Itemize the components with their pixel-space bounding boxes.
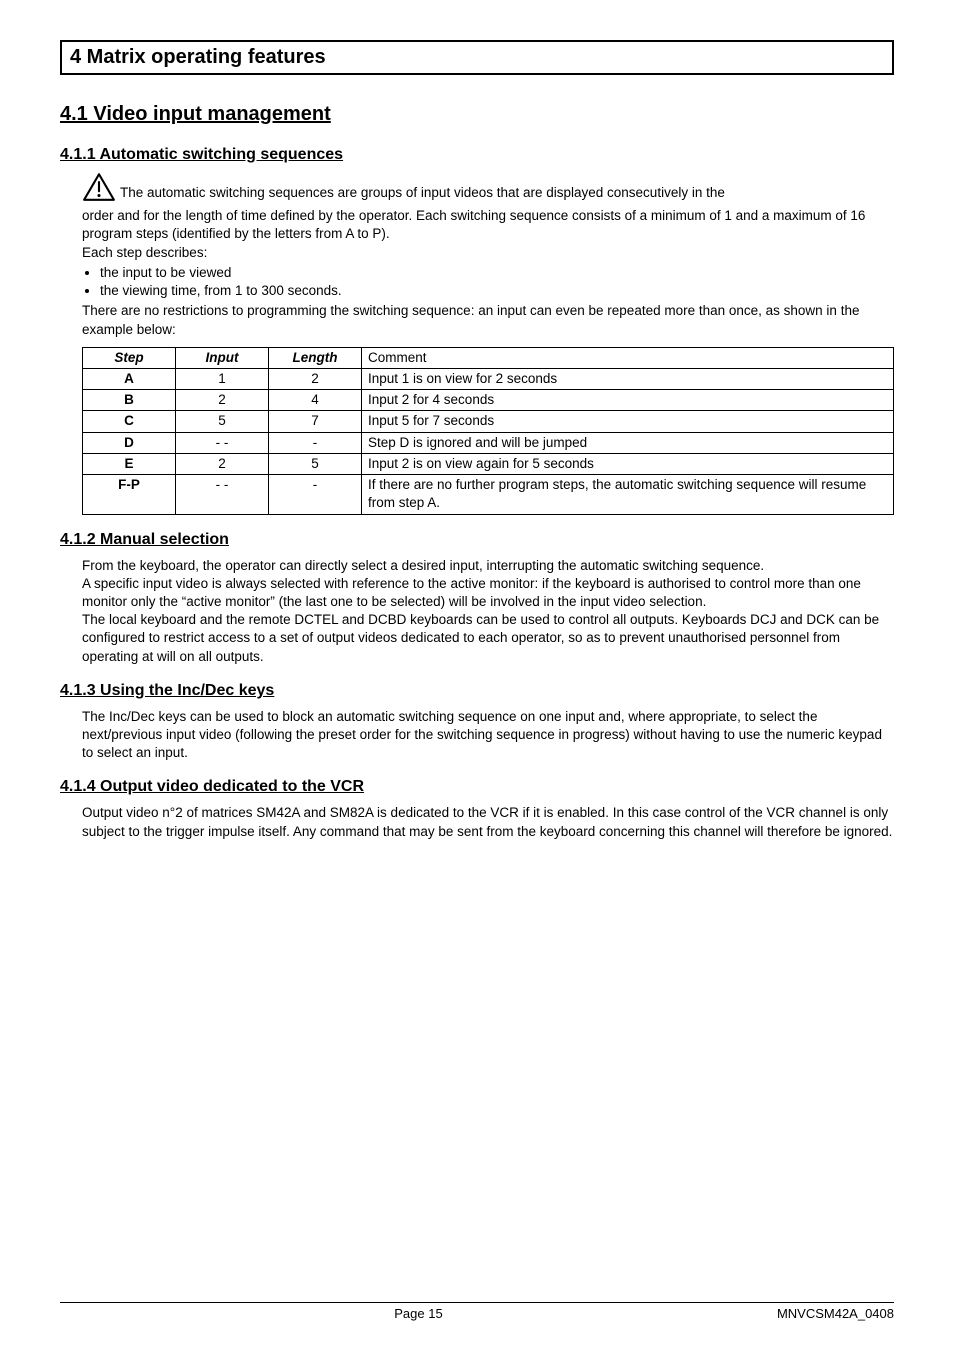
th-input: Input (206, 350, 239, 365)
cell-length: 7 (269, 411, 362, 432)
cell-length: - (269, 475, 362, 514)
table-row: F-P - - - If there are no further progra… (83, 475, 894, 514)
cell-length: 2 (269, 368, 362, 389)
block-412: From the keyboard, the operator can dire… (82, 557, 894, 666)
cell-comment: If there are no further program steps, t… (362, 475, 894, 514)
cell-comment: Input 2 for 4 seconds (362, 390, 894, 411)
cell-comment: Input 5 for 7 seconds (362, 411, 894, 432)
page-footer: Page 15 MNVCSM42A_0408 (60, 1302, 894, 1321)
th-comment: Comment (362, 347, 894, 368)
section-title: 4 Matrix operating features (70, 46, 884, 69)
cell-step: C (83, 411, 176, 432)
heading-412: 4.1.2 Manual selection (60, 531, 894, 549)
th-step: Step (114, 350, 143, 365)
cell-comment: Input 2 is on view again for 5 seconds (362, 453, 894, 474)
table-row: E 2 5 Input 2 is on view again for 5 sec… (83, 453, 894, 474)
p412-2: A specific input video is always selecte… (82, 575, 894, 611)
table-row: A 1 2 Input 1 is on view for 2 seconds (83, 368, 894, 389)
bullet-item: the input to be viewed (100, 264, 894, 282)
table-row: D - - - Step D is ignored and will be ju… (83, 432, 894, 453)
subsection-title: 4.1 Video input management (60, 103, 894, 126)
heading-411: 4.1.1 Automatic switching sequences (60, 146, 894, 164)
cell-length: 5 (269, 453, 362, 474)
p412-1: From the keyboard, the operator can dire… (82, 557, 894, 575)
heading-414: 4.1.4 Output video dedicated to the VCR (60, 778, 894, 796)
cell-step: D (83, 432, 176, 453)
block-413: The Inc/Dec keys can be used to block an… (82, 708, 894, 763)
cell-step: E (83, 453, 176, 474)
bullet-item: the viewing time, from 1 to 300 seconds. (100, 282, 894, 300)
page: 4 Matrix operating features 4.1 Video in… (0, 0, 954, 1351)
cell-input: 2 (176, 453, 269, 474)
warn-first-line: The automatic switching sequences are gr… (120, 172, 725, 202)
cell-input: 2 (176, 390, 269, 411)
p414-1: Output video n°2 of matrices SM42A and S… (82, 804, 894, 840)
p411-2: Each step describes: (82, 244, 894, 262)
table-header-row: Step Input Length Comment (83, 347, 894, 368)
heading-413: 4.1.3 Using the Inc/Dec keys (60, 682, 894, 700)
cell-step: B (83, 390, 176, 411)
bullet-list-411: the input to be viewed the viewing time,… (86, 264, 894, 300)
footer-doc: MNVCSM42A_0408 (777, 1306, 894, 1321)
cell-input: - - (176, 475, 269, 514)
cell-input: 1 (176, 368, 269, 389)
cell-comment: Input 1 is on view for 2 seconds (362, 368, 894, 389)
p413-1: The Inc/Dec keys can be used to block an… (82, 708, 894, 763)
table-row: C 5 7 Input 5 for 7 seconds (83, 411, 894, 432)
cell-step: F-P (83, 475, 176, 514)
p411-rest: order and for the length of time defined… (82, 207, 894, 243)
p411-3: There are no restrictions to programming… (82, 302, 894, 338)
warning-row: The automatic switching sequences are gr… (82, 172, 894, 207)
footer-page: Page 15 (394, 1306, 442, 1321)
cell-input: 5 (176, 411, 269, 432)
warning-triangle-icon (82, 172, 120, 207)
cell-input: - - (176, 432, 269, 453)
cell-length: 4 (269, 390, 362, 411)
p412-3: The local keyboard and the remote DCTEL … (82, 611, 894, 666)
block-414: Output video n°2 of matrices SM42A and S… (82, 804, 894, 840)
block-411: The automatic switching sequences are gr… (82, 172, 894, 515)
cell-comment: Step D is ignored and will be jumped (362, 432, 894, 453)
section-title-box: 4 Matrix operating features (60, 40, 894, 75)
step-table: Step Input Length Comment A 1 2 Input 1 … (82, 347, 894, 515)
table-row: B 2 4 Input 2 for 4 seconds (83, 390, 894, 411)
th-length: Length (293, 350, 338, 365)
cell-length: - (269, 432, 362, 453)
cell-step: A (83, 368, 176, 389)
